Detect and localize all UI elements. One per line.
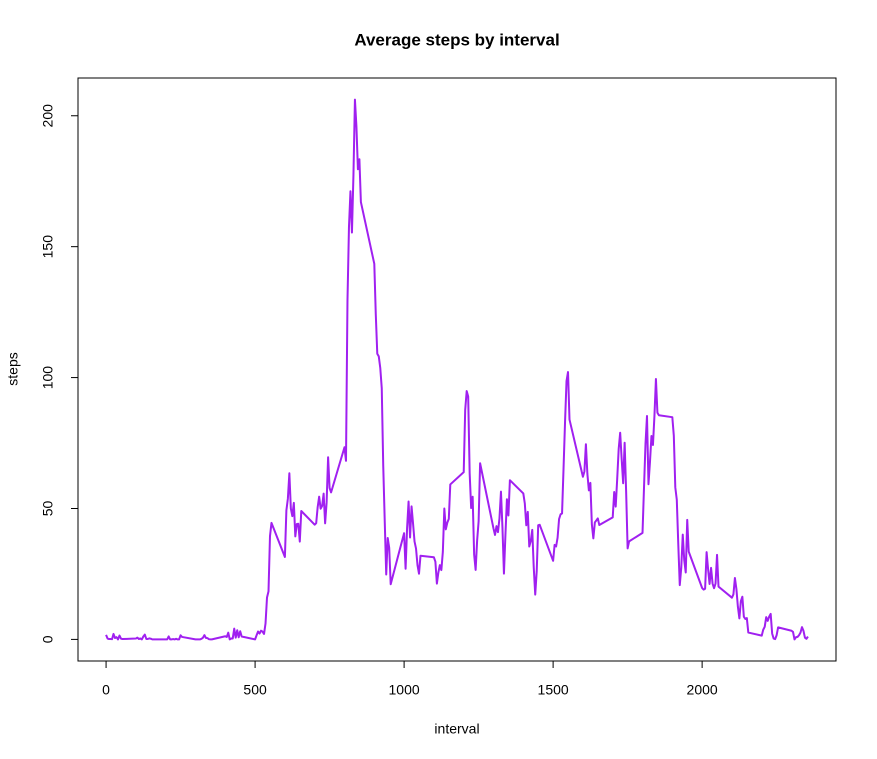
x-tick-label: 1500: [538, 682, 569, 698]
y-tick-label: 200: [40, 104, 56, 128]
x-tick-label: 2000: [687, 682, 718, 698]
y-tick-label: 0: [40, 635, 56, 643]
x-tick-label: 1000: [389, 682, 420, 698]
x-axis-label: interval: [434, 721, 479, 737]
y-axis-label: steps: [5, 352, 21, 385]
data-line: [105, 98, 809, 641]
y-tick-label: 100: [40, 366, 56, 390]
y-tick-label: 150: [40, 235, 56, 259]
x-tick-label: 500: [243, 682, 267, 698]
y-tick-label: 50: [40, 500, 56, 516]
x-tick-label: 0: [102, 682, 110, 698]
plot-box: [77, 77, 837, 662]
chart-title: Average steps by interval: [354, 30, 559, 49]
